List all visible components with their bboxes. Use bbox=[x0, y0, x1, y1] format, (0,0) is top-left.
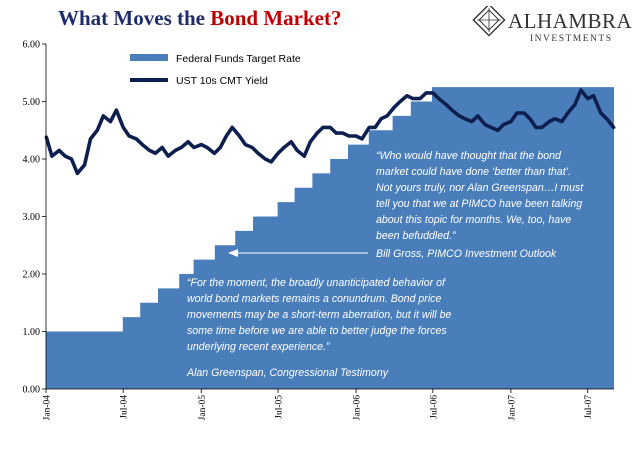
gross-quote-line: Not yours truly, nor Alan Greenspan…I mu… bbox=[376, 182, 584, 194]
gross-quote-line: “Who would have thought that the bond bbox=[376, 150, 562, 162]
logo-name: ALHAMBRA bbox=[508, 9, 633, 33]
x-axis: Jan-04 Jul-04 Jan-05 Jul-05 Jan-06 Jul-06 Jan-… bbox=[43, 388, 614, 421]
greenspan-quote-line: some time before we are able to better j… bbox=[187, 325, 447, 337]
y-tick-label: 1.00 bbox=[23, 327, 41, 338]
y-tick-label: 5.00 bbox=[23, 97, 41, 108]
y-tick-label: 4.00 bbox=[23, 155, 41, 166]
greenspan-quote: “For the moment, the broadly unanticipat… bbox=[186, 277, 451, 379]
greenspan-quote-line: movements may be a short-term aberration… bbox=[187, 309, 451, 321]
logo-sub: INVESTMENTS bbox=[530, 34, 612, 44]
arrow-annotation bbox=[228, 249, 368, 257]
gross-quote-line: tell you that we at PIMCO have been talk… bbox=[376, 198, 582, 210]
greenspan-quote-source: Alan Greenspan, Congressional Testimony bbox=[186, 367, 389, 379]
y-tick-label: 6.00 bbox=[23, 40, 41, 51]
gross-quote-line: been befuddled.” bbox=[376, 230, 456, 242]
gross-quote: “Who would have thought that the bond ma… bbox=[376, 150, 584, 260]
y-tick-label: 0.00 bbox=[23, 385, 41, 396]
x-tick-label: Jul-07 bbox=[584, 395, 594, 419]
y-tick-label: 2.00 bbox=[23, 270, 41, 281]
ust-10y-line bbox=[44, 88, 616, 176]
chart-title: What Moves the Bond Market? bbox=[58, 6, 341, 31]
x-tick-label: Jan-06 bbox=[353, 395, 363, 421]
greenspan-quote-line: “For the moment, the broadly unanticipat… bbox=[187, 277, 446, 289]
x-tick-label: Jan-05 bbox=[198, 395, 208, 421]
x-tick-label: Jul-06 bbox=[429, 395, 439, 419]
title-prefix: What Moves the bbox=[58, 6, 211, 30]
greenspan-quote-line: underlying recent experience.” bbox=[187, 341, 330, 353]
y-tick-label: 3.00 bbox=[23, 212, 41, 223]
legend-label-fed-funds: Federal Funds Target Rate bbox=[176, 53, 301, 65]
legend: Federal Funds Target Rate UST 10s CMT Yi… bbox=[130, 53, 301, 87]
x-tick-label: Jan-04 bbox=[43, 395, 53, 421]
y-axis: 0.00 1.00 2.00 3.00 4.00 5.00 6.00 bbox=[23, 40, 47, 396]
plot-area: 0.00 1.00 2.00 3.00 4.00 5.00 6.00 Jan-04 Jul-0… bbox=[23, 40, 616, 421]
gross-quote-line: market could have done ‘better than that… bbox=[376, 166, 571, 178]
title-accent: Bond Market? bbox=[210, 6, 342, 30]
legend-label-ust-10y: UST 10s CMT Yield bbox=[176, 75, 268, 87]
fed-funds-area bbox=[46, 87, 614, 389]
greenspan-quote-line: world bond markets remains a conundrum. … bbox=[187, 293, 441, 305]
x-tick-label: Jul-05 bbox=[275, 395, 285, 419]
gross-quote-source: Bill Gross, PIMCO Investment Outlook bbox=[376, 248, 557, 260]
gross-quote-line: about this topic for months. We, too, ha… bbox=[376, 214, 571, 226]
legend-swatch-fed-funds bbox=[130, 54, 168, 61]
x-tick-label: Jan-07 bbox=[507, 395, 517, 421]
alhambra-logo: ALHAMBRA INVESTMENTS bbox=[472, 6, 633, 44]
logo-emblem-icon bbox=[472, 6, 506, 37]
arrow-head-icon bbox=[228, 249, 238, 257]
x-tick-label: Jul-04 bbox=[120, 395, 130, 419]
